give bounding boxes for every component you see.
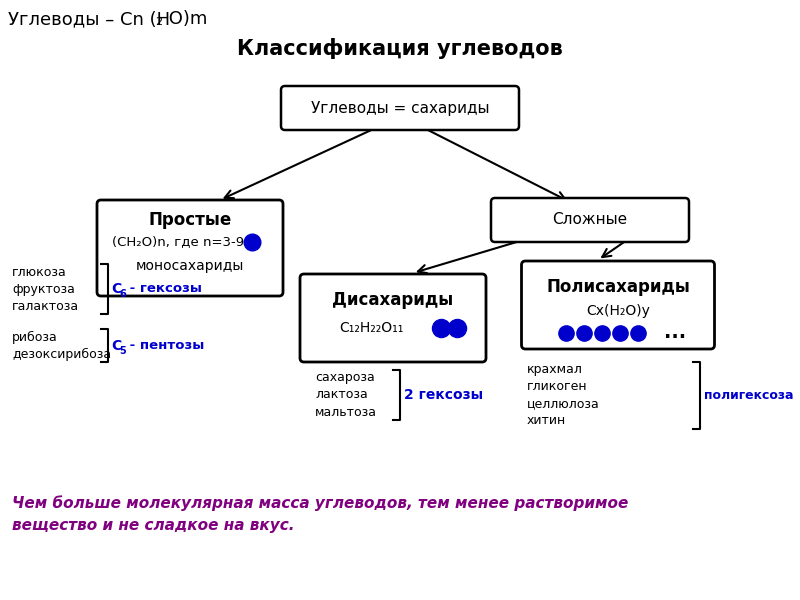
Text: мальтоза: мальтоза — [315, 406, 377, 419]
Text: глюкоза: глюкоза — [12, 265, 66, 278]
Text: Классификация углеводов: Классификация углеводов — [237, 38, 563, 59]
FancyBboxPatch shape — [522, 261, 714, 349]
Text: фруктоза: фруктоза — [12, 283, 75, 295]
Text: Углеводы = сахариды: Углеводы = сахариды — [310, 100, 490, 115]
Text: 2 гексозы: 2 гексозы — [404, 388, 483, 402]
Text: хитин: хитин — [527, 415, 566, 427]
FancyBboxPatch shape — [491, 198, 689, 242]
Text: Сложные: Сложные — [553, 212, 627, 227]
Text: гликоген: гликоген — [527, 380, 588, 394]
Text: O)m: O)m — [163, 10, 207, 28]
Text: крахмал: крахмал — [527, 364, 583, 377]
Text: 2: 2 — [155, 17, 162, 27]
Text: рибоза: рибоза — [12, 331, 58, 344]
Text: Полисахариды: Полисахариды — [546, 278, 690, 296]
Text: дезоксирибоза: дезоксирибоза — [12, 347, 111, 361]
Text: Чем больше молекулярная масса углеводов, тем менее растворимое: Чем больше молекулярная масса углеводов,… — [12, 495, 628, 511]
Text: галактоза: галактоза — [12, 299, 79, 313]
Text: - пентозы: - пентозы — [125, 339, 204, 352]
FancyBboxPatch shape — [97, 200, 283, 296]
Text: вещество и не сладкое на вкус.: вещество и не сладкое на вкус. — [12, 518, 294, 533]
Text: C₁₂H₂₂O₁₁: C₁₂H₂₂O₁₁ — [339, 321, 403, 335]
Text: сахароза: сахароза — [315, 371, 374, 385]
Text: полигексоза: полигексоза — [704, 389, 794, 402]
FancyBboxPatch shape — [300, 274, 486, 362]
Text: Углеводы – Cn (H: Углеводы – Cn (H — [8, 10, 170, 28]
Text: - гексозы: - гексозы — [125, 283, 202, 295]
Text: ...: ... — [664, 323, 686, 343]
Text: (CH₂O)n, где n=3-9: (CH₂O)n, где n=3-9 — [112, 235, 244, 248]
Text: C: C — [111, 282, 122, 296]
Text: моносахариды: моносахариды — [136, 259, 244, 273]
FancyBboxPatch shape — [281, 86, 519, 130]
Text: Простые: Простые — [148, 211, 232, 229]
Text: 5: 5 — [119, 346, 126, 355]
Text: 6: 6 — [119, 289, 126, 299]
Text: C: C — [111, 338, 122, 352]
Text: Дисахариды: Дисахариды — [332, 291, 454, 309]
Text: Cx(H₂O)y: Cx(H₂O)y — [586, 304, 650, 318]
Text: лактоза: лактоза — [315, 389, 368, 401]
Text: целлюлоза: целлюлоза — [527, 397, 600, 410]
